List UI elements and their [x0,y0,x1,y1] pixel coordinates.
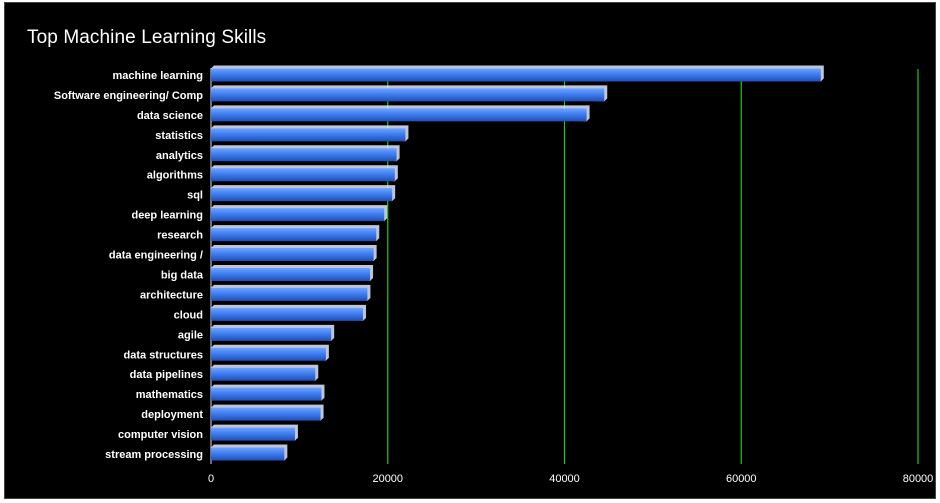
bar-research [211,228,377,242]
bar-big-data [211,267,371,281]
x-tick-label: 60000 [726,473,757,485]
x-tick-label: 80000 [903,473,934,485]
category-label: data structures [124,349,203,361]
chart-title: Top Machine Learning Skills [27,27,267,48]
category-label: statistics [155,130,203,142]
category-label: deployment [141,409,203,421]
bar-analytics [211,148,397,162]
bar-machine-learning [211,68,821,82]
chart-panel: Top Machine Learning Skills machine lear… [4,2,936,499]
category-label: deep learning [131,210,203,222]
bar-data-pipelines [211,367,316,381]
bar-computer-vision [211,427,295,441]
bar-deployment [211,407,321,421]
category-label: stream processing [105,449,203,461]
bar-statistics [211,128,406,142]
category-label: analytics [156,150,203,162]
category-label: cloud [174,309,203,321]
category-label: Software engineering/ Comp [54,90,203,102]
category-label: algorithms [147,170,203,182]
bar-algorithms [211,168,395,182]
category-label: sql [187,190,203,202]
bar-chart: machine learning Software engineering/ Co… [54,65,934,485]
bar-data-engineering [211,248,374,262]
bar-deep-learning [211,208,385,222]
bar-cloud [211,307,364,321]
category-label: machine learning [113,70,203,82]
category-label: big data [161,269,204,281]
category-label: data engineering / [109,250,203,262]
category-label: data science [137,110,203,122]
bar-data-science [211,108,587,122]
x-tick-label: 20000 [372,473,403,485]
x-tick-label: 40000 [549,473,580,485]
category-label: agile [178,329,203,341]
category-label: mathematics [136,389,203,401]
category-label: research [157,230,203,242]
category-label: architecture [140,289,203,301]
bar-data-structures [211,347,326,361]
bar-stream-processing [211,447,285,461]
category-label: computer vision [118,429,203,441]
x-tick-label: 0 [208,473,214,485]
bar-mathematics [211,387,322,401]
bar-sql [211,188,393,202]
bar-architecture [211,287,368,301]
category-label: data pipelines [130,369,203,381]
bar-software-engineering-comp [211,88,605,102]
bar-agile [211,327,332,341]
